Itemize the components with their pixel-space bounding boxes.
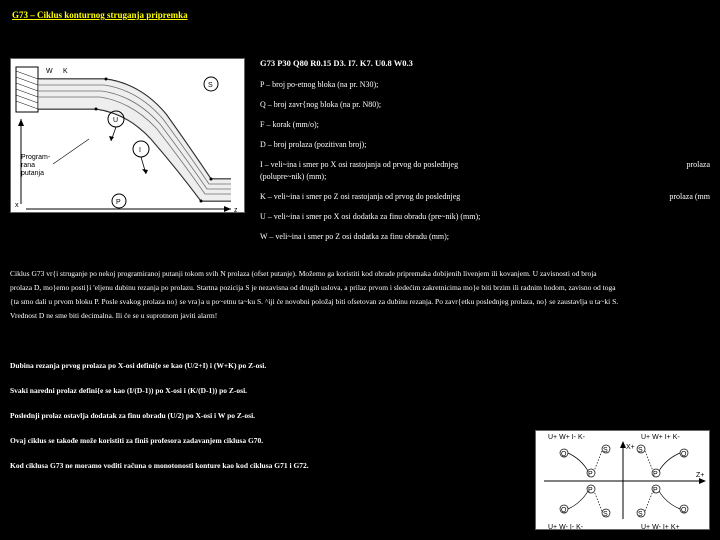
param-i-left: I – veli~ina i smer po X osi rastojanja … [260,160,458,169]
param-k-right: prolaza (mm [669,192,710,201]
prog-text2: rana [21,162,35,169]
quad-q1: Q [561,451,567,458]
label-p: P [116,199,121,206]
x-axis: x [15,202,19,209]
contour-diagram: W K S U I P Program- rana putanja x [10,58,245,213]
prog-text1: Program- [21,154,51,161]
param-p: P – broj po-etnog bloka (na pr. N30); [260,80,378,89]
quad-p1: P [588,471,593,478]
param-i-right: prolaza [686,160,710,169]
body-para-3: {ta smo dali u prvom bloku P. Posle svak… [10,296,710,307]
param-q: Q – broj zavr{nog bloka (na pr. N80); [260,100,381,109]
page-title: G73 – Ciklus konturnog struganja priprem… [12,10,188,20]
label-s: S [208,82,213,89]
param-i-sub: (polupre~nik) (mm); [260,172,326,181]
quad-q2: Q [681,451,687,458]
prog-text3: putanja [21,170,44,177]
quad-bot-right: U+ W- I+ K+ [641,524,680,531]
bold-line-5: Kod ciklusa G73 ne moramo voditi računa … [10,460,309,471]
quadrant-diagram: U+ W+ I- K- U+ W+ I+ K- U+ W- I- K- U+ W… [535,430,710,530]
quad-s4: S [638,511,643,518]
param-w: W – veli~ina i smer po Z osi dodatka za … [260,232,449,241]
label-i: I [139,147,141,154]
quad-p2: P [653,471,658,478]
label-u: U [113,117,118,124]
body-para-1: Ciklus G73 vr{i struganje po nekoj progr… [10,268,710,279]
quad-s2: S [638,447,643,454]
quad-q4: Q [681,507,687,514]
body-para-2: prolaza D, mo}emo posti}i 'eljenu dubinu… [10,282,710,293]
param-f: F – korak (mm/o); [260,120,319,129]
quad-s1: S [603,447,608,454]
body-para-4: Vrednost D ne sme biti decimalna. Ili će… [10,310,710,321]
quad-top-left: U+ W+ I- K- [548,434,586,441]
param-d: D – broj prolaza (pozitivan broj); [260,140,366,149]
bold-line-3: Poslednji prolaz ostavlja dodatak za fin… [10,410,255,421]
z-axis: z [234,207,238,214]
quad-bot-left: U+ W- I- K- [548,524,584,531]
label-k: K [63,68,68,75]
quad-p3: P [588,487,593,494]
g73-spec: G73 P30 Q80 R0.15 D3. I7. K7. U0.8 W0.3 [260,58,413,68]
quad-q3: Q [561,507,567,514]
param-k-left: K – veli~ina i smer po Z osi rastojanja … [260,192,460,201]
param-u: U – veli~ina i smer po X osi dodatka za … [260,212,480,221]
bold-line-4: Ovaj ciklus se takođe može koristiti za … [10,435,263,446]
axis-x: X+ [626,444,635,451]
quad-top-right: U+ W+ I+ K- [641,434,680,441]
quad-s3: S [603,511,608,518]
axis-z: Z+ [696,472,704,479]
quad-p4: P [653,487,658,494]
bold-line-2: Svaki naredni prolaz defini{e se kao (I/… [10,385,247,396]
label-w: W [46,68,53,75]
bold-line-1: Dubina rezanja prvog prolaza po X-osi de… [10,360,266,371]
